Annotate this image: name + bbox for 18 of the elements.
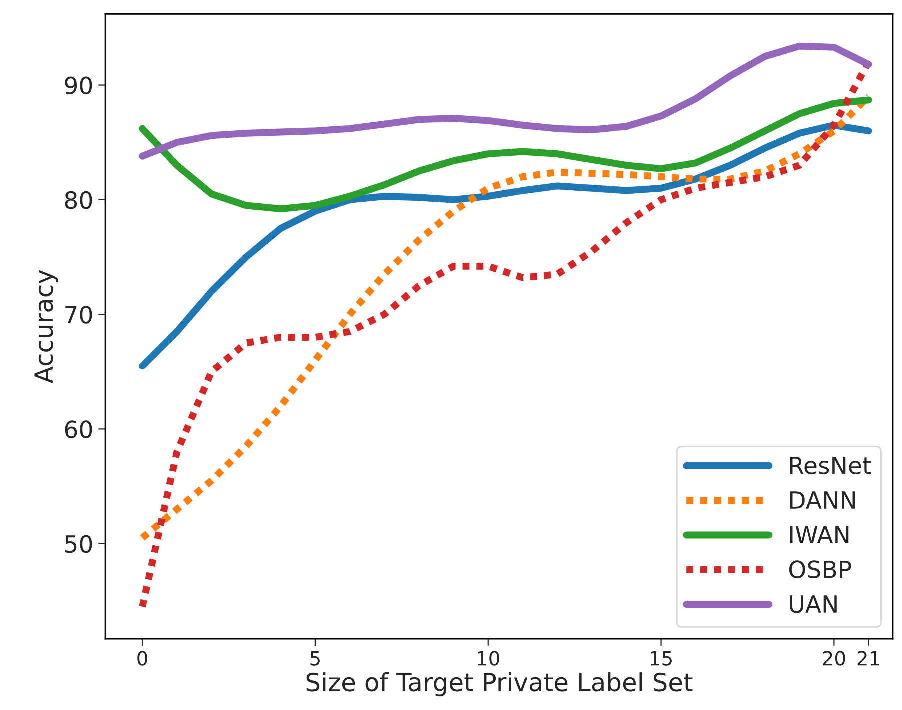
y-tick-label: 80: [65, 191, 92, 210]
y-axis-title: Accuracy: [34, 270, 58, 384]
x-tick-label: 5: [310, 651, 320, 666]
y-tick-label: 70: [66, 306, 92, 324]
legend-label: DANN: [790, 492, 856, 509]
y-tick-label: 90: [65, 76, 92, 95]
x-axis-title: Size of Target Private Label Set: [306, 672, 693, 697]
x-tick-label: 10: [478, 651, 500, 666]
x-tick-label: 15: [651, 651, 672, 666]
x-tick-label: 21: [858, 651, 880, 666]
y-tick-label: 60: [65, 420, 92, 439]
y-tick-label: 50: [66, 535, 92, 554]
legend-label: UAN: [790, 596, 837, 614]
x-tick-label: 0: [138, 651, 148, 666]
x-tick-label: 20: [823, 651, 846, 666]
legend-label: OSBP: [789, 560, 852, 579]
legend-label: ResNet: [790, 457, 872, 475]
legend-label: IWAN: [790, 526, 849, 544]
